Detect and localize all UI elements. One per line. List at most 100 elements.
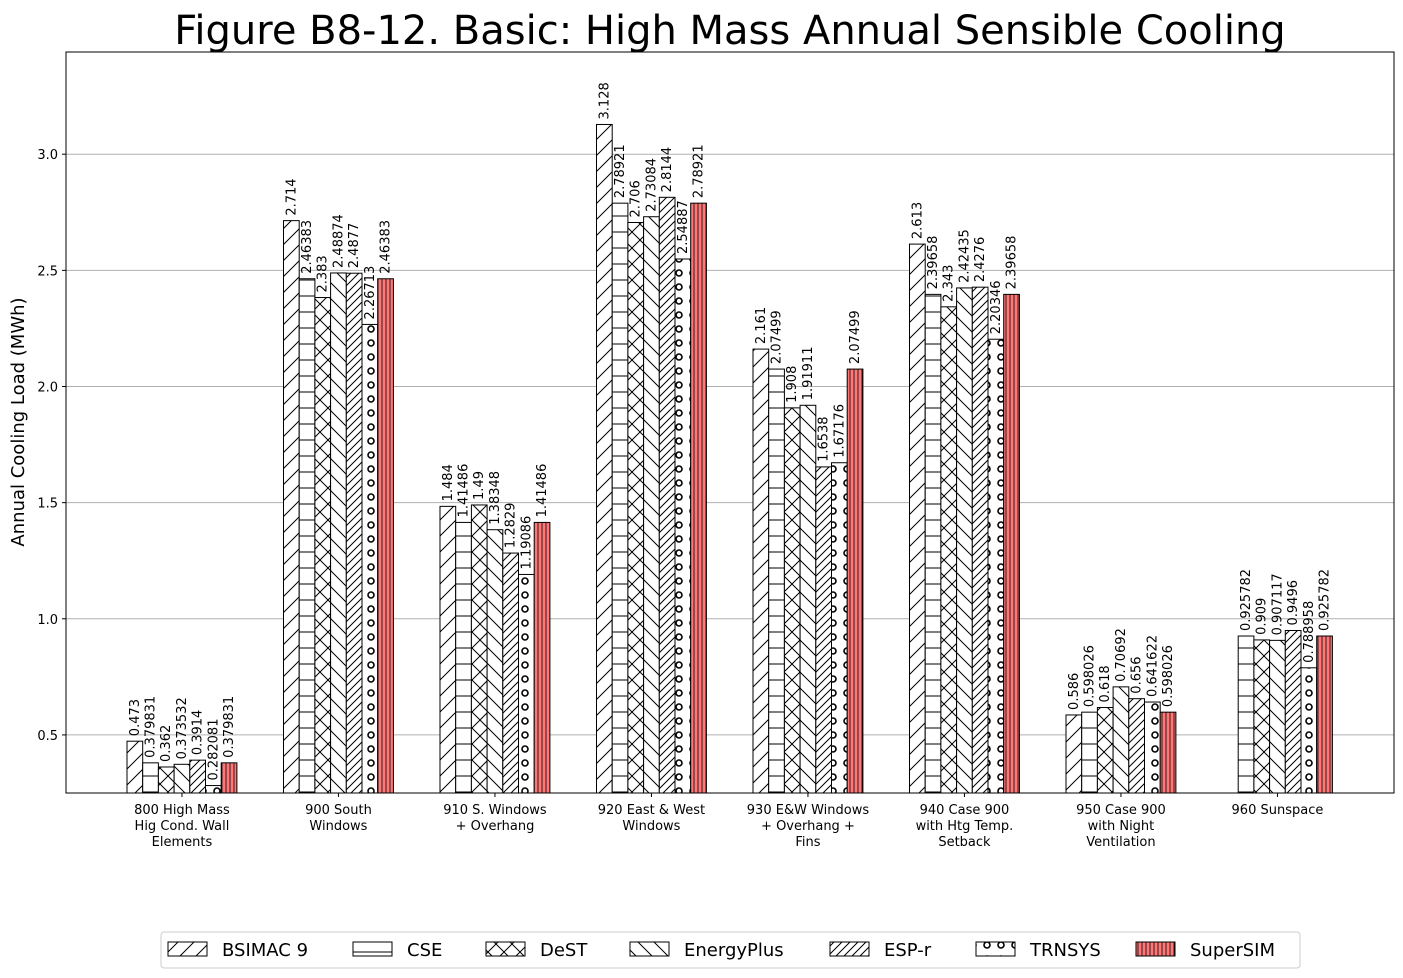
bar-value-label: 1.2829 [504,503,519,549]
bar-value-label: 0.907117 [1270,573,1285,635]
bar-value-label: 2.343 [942,265,957,302]
bar [345,272,363,794]
bar-value-label: 0.379831 [144,696,159,758]
bar [596,123,613,794]
legend-frame [160,931,1301,969]
x-tick-label: with Night [1088,819,1155,834]
y-tick-label: 2.5 [37,264,58,279]
bar [439,505,457,794]
bar [1159,711,1177,794]
x-tick-label: Fins [795,835,820,850]
bar [502,552,519,794]
bar-value-label: 0.373532 [175,697,190,759]
legend: BSIMAC 9 CSE DeST EnergyPlus ESP-r TRNSYS Supe… [160,931,1301,969]
y-tick-label: 1.0 [37,613,58,628]
bar-value-label: 1.19086 [519,516,534,570]
bar [643,216,660,794]
x-tick-label: 930 E&W Windows [747,803,870,818]
bar-value-label: 1.484 [441,464,456,501]
bar-value-label: 1.67176 [832,404,847,458]
bar-value-label: 0.618 [1098,665,1113,702]
legend-swatch [1135,941,1176,957]
x-tick-label: + Overhang + [761,819,855,834]
bar [783,407,801,794]
bar-value-label: 1.908 [785,366,800,403]
bar [330,272,347,794]
bar [611,202,629,794]
x-tick-label: Setback [938,835,991,850]
x-tick-label: 920 East & West [598,803,705,818]
bar-value-label: 2.78921 [692,144,707,198]
bar-value-label: 0.70692 [1114,628,1129,682]
bar [1081,711,1098,794]
y-tick-label: 1.5 [37,497,58,512]
x-tick-label: Elements [152,835,213,850]
bar-value-label: 2.4877 [347,223,362,269]
bar-value-label: 2.07499 [848,310,863,364]
bar-value-label: 0.788958 [1302,601,1317,663]
bar-value-label: 1.41486 [457,464,472,518]
bar [1096,707,1114,794]
bar-value-label: 0.925782 [1318,569,1333,631]
legend-swatch [629,941,670,957]
legend-label: SuperSIM [1190,940,1275,961]
legend-swatch [829,941,870,957]
x-tick-label: 950 Case 900 [1076,803,1166,818]
bar [1144,701,1161,794]
bar-value-label: 0.473 [128,699,143,736]
bar [455,521,472,794]
bar-value-label: 2.20346 [989,280,1004,334]
bar [1253,639,1271,794]
bar-value-label: 2.54887 [676,200,691,254]
bar-value-label: 2.48874 [331,214,346,268]
bar-value-label: 0.641622 [1145,635,1160,697]
bar [1003,293,1020,794]
grid-lines [66,153,1394,736]
plot-frame [65,51,1395,794]
bar [205,785,222,794]
bar [690,202,707,794]
bar-value-label: 2.46383 [379,220,394,274]
bar-value-label: 1.41486 [535,464,550,518]
bar-value-label: 3.128 [597,82,612,119]
x-tick-label: Hig Cond. Wall [135,819,230,834]
bar [298,278,316,794]
bar-value-label: 2.383 [316,255,331,292]
bar [1269,639,1286,794]
bar [518,573,535,794]
bar [971,286,989,794]
bar [831,462,848,794]
bar-value-label: 2.78921 [613,144,628,198]
bar [924,293,942,794]
y-tick-label: 0.5 [37,729,58,744]
bars [126,123,1333,794]
legend-label: DeST [540,940,588,961]
bar [956,287,973,794]
y-tick-label: 2.0 [37,380,58,395]
bar [909,243,926,794]
bar-value-label: 2.73084 [644,158,659,212]
bar-value-label: 0.925782 [1239,569,1254,631]
legend-label: TRNSYS [1029,940,1101,961]
bar-value-label: 2.39658 [1005,236,1020,290]
legend-swatch [975,941,1016,957]
bar [846,368,864,794]
chart-title: Figure B8-12. Basic: High Mass Annual Se… [174,8,1285,54]
bar-value-label: 1.38348 [488,471,503,525]
bar [987,338,1005,794]
bar [1128,698,1146,794]
bar [173,763,191,794]
bar [283,220,300,794]
y-axis: 0.5 1.0 1.5 2.0 2.5 3.0 [37,148,66,744]
bar [627,221,645,794]
bar-value-label: 2.39658 [926,236,941,290]
bar [361,323,379,794]
bar [314,297,332,794]
bar [1316,635,1333,794]
bar-labels: 0.473 0.379831 0.362 0.373532 0.3914 0.282081… [128,82,1333,780]
x-tick-label: 800 High Mass [134,803,230,818]
bar-value-label: 0.379831 [222,696,237,758]
bar-value-label: 0.598026 [1083,645,1098,707]
bar [940,306,958,794]
